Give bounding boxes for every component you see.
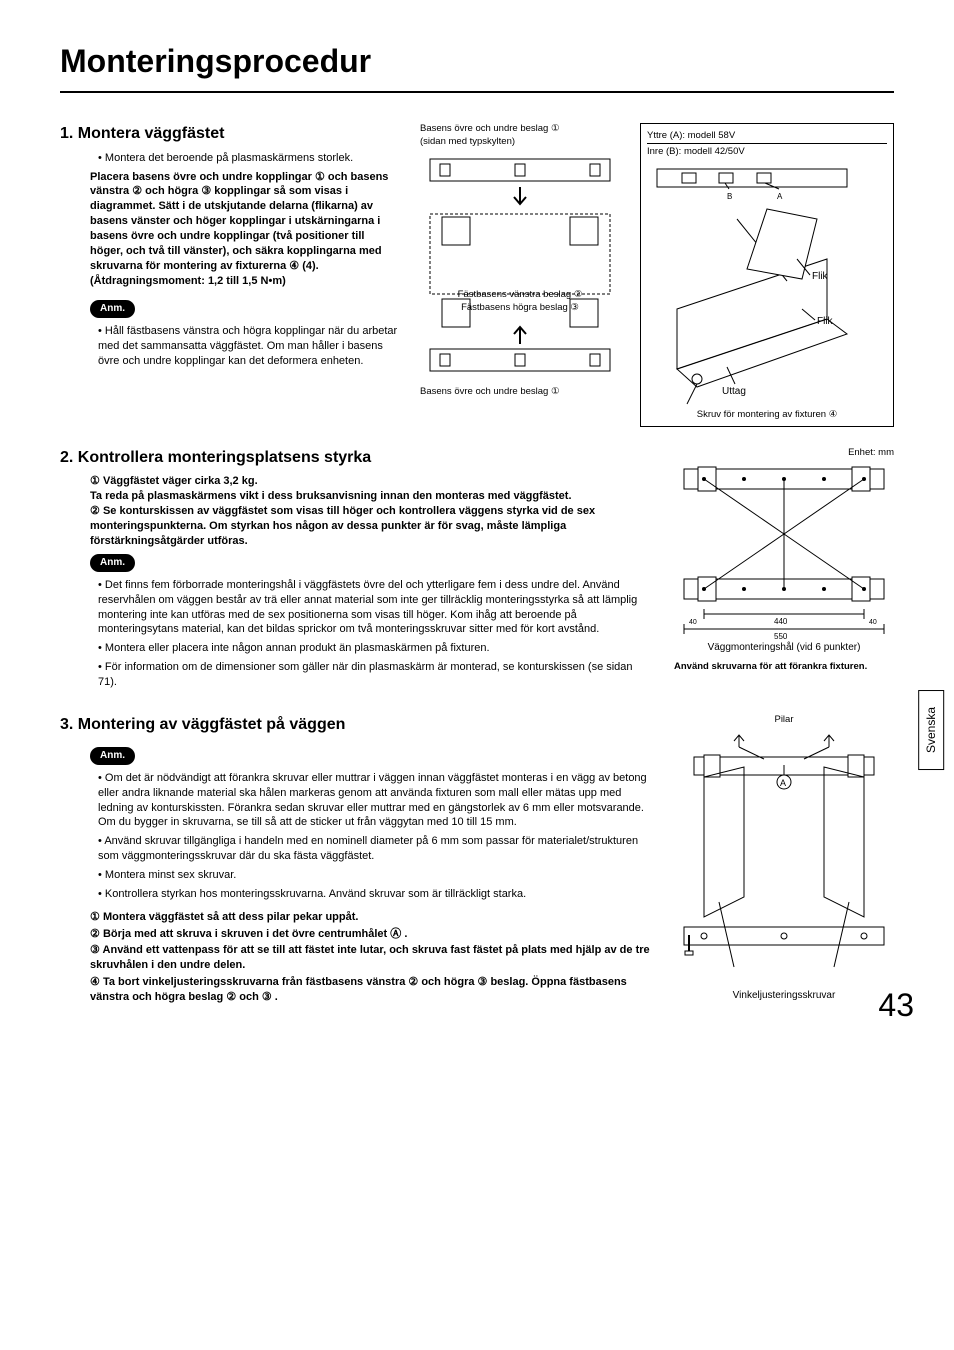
flik-label-1: Flik — [812, 271, 829, 282]
dim-40a: 40 — [689, 619, 697, 626]
dim-40b: 40 — [869, 619, 877, 626]
page-title: Monteringsprocedur — [60, 40, 894, 93]
dia1-bottom: Basens övre och undre beslag ① — [420, 386, 620, 399]
s2-n1: Det finns fem förborrade monteringshål i… — [98, 578, 654, 637]
s1-diagram-right: Yttre (A): modell 58V Inre (B): modell 4… — [640, 123, 894, 426]
s3-n2: Använd skruvar tillgängliga i handeln me… — [98, 834, 654, 864]
s2-n3: För information om de dimensioner som gä… — [98, 660, 654, 690]
dim-550: 550 — [774, 632, 788, 639]
s2-step2: ② Se konturskissen av väggfästet som vis… — [90, 504, 654, 549]
dia2-screw: Skruv för montering av fixturen ④ — [647, 409, 887, 422]
s3-st1: ① Montera väggfästet så att dess pilar p… — [90, 910, 654, 925]
dia2-inner: Inre (B): modell 42/50V — [647, 143, 887, 159]
s3-st4-text: Ta bort vinkeljusteringsskruvarna från f… — [90, 976, 627, 1003]
s3-note-pill: Anm. — [90, 747, 135, 765]
section-2: 2. Kontrollera monteringsplatsens styrka… — [60, 447, 894, 694]
s1-note: Håll fästbasens vänstra och högra koppli… — [98, 324, 400, 369]
s1-heading: 1. Montera väggfästet — [60, 123, 400, 145]
flik-label-2: Flik — [817, 316, 834, 327]
s3-n4: Kontrollera styrkan hos monteringsskruva… — [98, 887, 654, 902]
s3-bottom-label: Vinkeljusteringsskruvar — [674, 989, 894, 1003]
s2-step2-text: Se konturskissen av väggfästet som visas… — [90, 505, 595, 547]
section-1: 1. Montera väggfästet Montera det beroen… — [60, 123, 894, 426]
s2-note-pill: Anm. — [90, 554, 135, 572]
svg-text:A: A — [780, 778, 786, 788]
note-pill: Anm. — [90, 300, 135, 318]
s2-dia-note: Använd skruvarna för att förankra fixtur… — [674, 661, 894, 674]
s3-st1-text: Montera väggfästet så att dess pilar pek… — [103, 911, 359, 923]
s2-step1: ① Väggfästet väger cirka 3,2 kg. Ta reda… — [90, 474, 654, 504]
s2-step1-text: Väggfästet väger cirka 3,2 kg. Ta reda p… — [90, 475, 572, 502]
s2-unit: Enhet: mm — [674, 447, 894, 460]
dim-440: 440 — [774, 617, 788, 626]
svg-text:B: B — [727, 192, 732, 201]
s1-diagram-middle: Basens övre och undre beslag ① (sidan me… — [420, 123, 620, 426]
dia1-top: Basens övre och undre beslag ① — [420, 123, 620, 136]
s3-n1: Om det är nödvändigt att förankra skruva… — [98, 771, 654, 830]
s2-n2: Montera eller placera inte någon annan p… — [98, 641, 654, 656]
dia1-right: Fästbasens högra beslag ③ — [420, 302, 620, 315]
s3-pilar: Pilar — [674, 714, 894, 727]
s3-heading: 3. Montering av väggfästet på väggen — [60, 714, 654, 736]
s3-st4: ④ Ta bort vinkeljusteringsskruvarna från… — [90, 975, 654, 1005]
dia1-side: (sidan med typskylten) — [420, 136, 620, 149]
language-tab: Svenska — [918, 690, 944, 770]
s3-n3: Montera minst sex skruvar. — [98, 868, 654, 883]
s1-para: Placera basens övre och undre kopplingar… — [90, 170, 400, 289]
section-3: 3. Montering av väggfästet på väggen Anm… — [60, 714, 894, 1007]
s3-st2: ② Börja med att skruva i skruven i det ö… — [90, 927, 654, 942]
svg-text:A: A — [777, 192, 783, 201]
page-number: 43 — [878, 984, 914, 1027]
s3-diagram: A — [674, 727, 894, 987]
s2-heading: 2. Kontrollera monteringsplatsens styrka — [60, 447, 654, 469]
svg-text:Uttag: Uttag — [722, 386, 746, 397]
dia1-left: Fästbasens vänstra beslag ② — [420, 289, 620, 302]
s2-diagram: 440 550 40 40 — [674, 459, 894, 639]
s1-intro: Montera det beroende på plasmaskärmens s… — [98, 151, 400, 166]
s3-st2-text: Börja med att skruva i skruven i det övr… — [103, 928, 407, 940]
s3-st3: ③ Använd ett vattenpass för att se till … — [90, 943, 654, 973]
s3-st3-text: Använd ett vattenpass för att se till at… — [90, 944, 650, 971]
s2-dia-caption: Väggmonteringshål (vid 6 punkter) — [674, 641, 894, 655]
dia2-outer: Yttre (A): modell 58V — [647, 130, 887, 143]
